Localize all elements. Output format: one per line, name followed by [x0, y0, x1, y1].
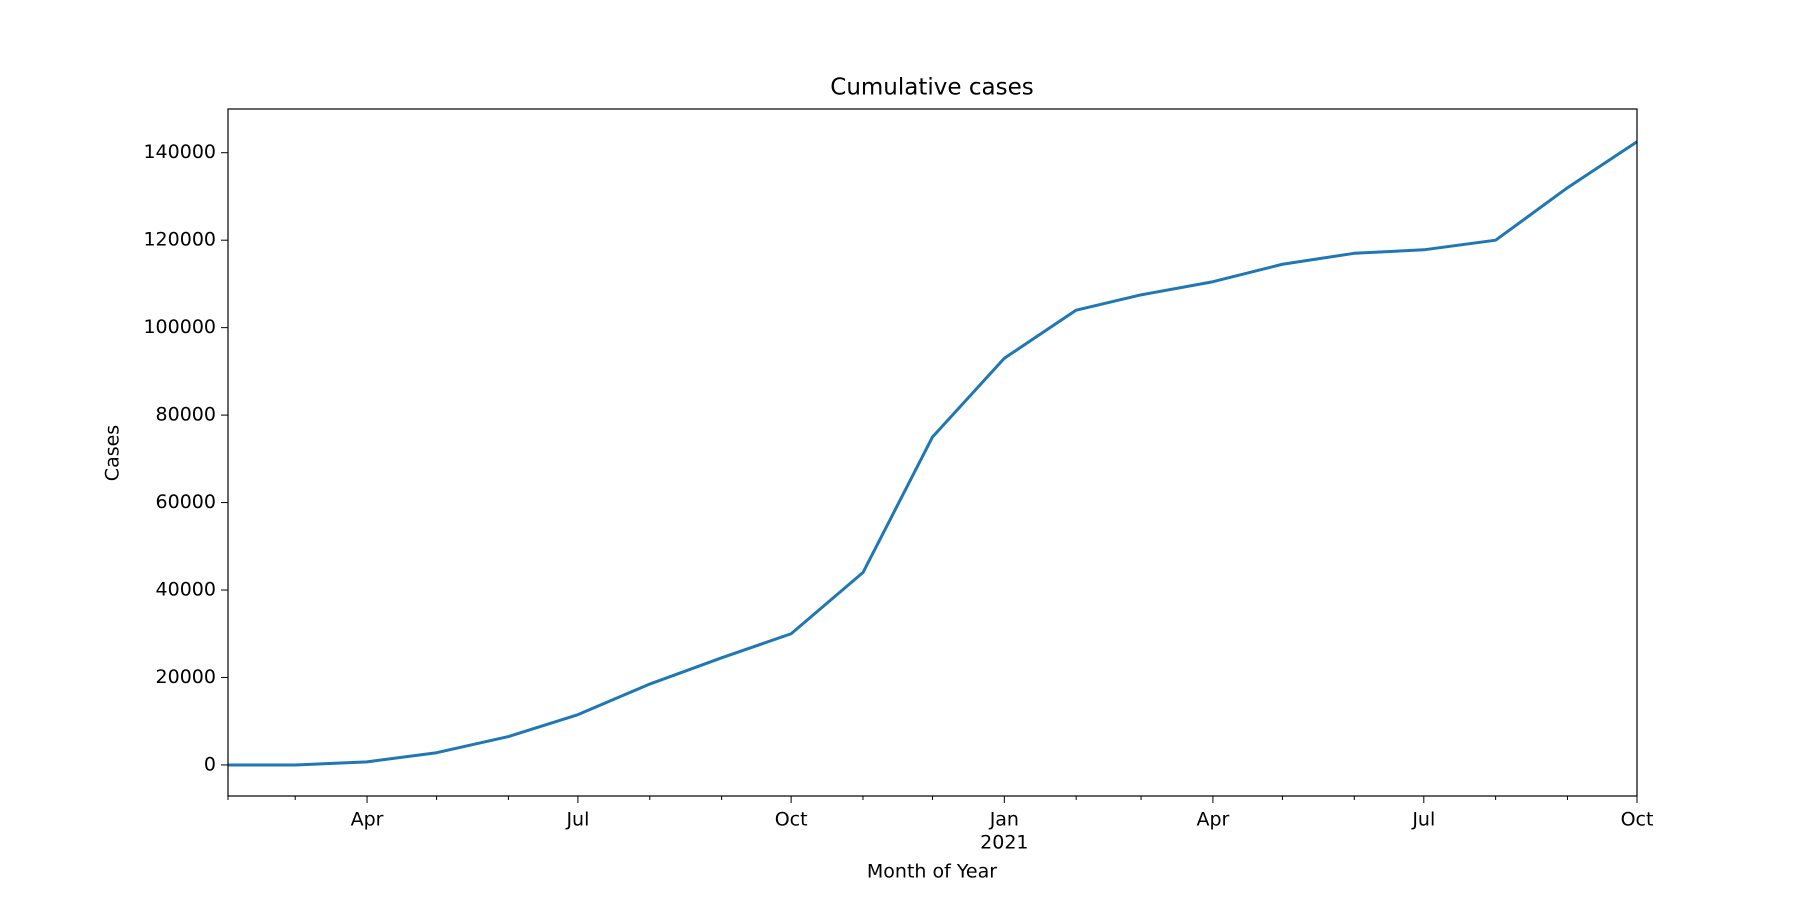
x-axis-label: Month of Year — [867, 861, 997, 883]
y-tick-label: 20000 — [156, 666, 216, 688]
chart-title: Cumulative cases — [830, 75, 1033, 101]
plot-frame — [227, 108, 1638, 797]
y-tick-label: 40000 — [156, 579, 216, 601]
data-line — [228, 140, 1638, 767]
x-tick-label: Jan — [989, 809, 1019, 831]
x-tick-label: Apr — [351, 809, 384, 831]
x-tick-label: Oct — [1621, 809, 1654, 831]
y-tick-label: 0 — [204, 753, 216, 775]
y-tick-label: 140000 — [143, 141, 216, 163]
y-axis-label: Cases — [102, 425, 124, 481]
y-tick-label: 80000 — [156, 404, 216, 426]
x-tick-label: Apr — [1196, 809, 1229, 831]
y-tick-label: 120000 — [143, 229, 216, 251]
x-tick-label: Jul — [565, 809, 589, 831]
y-tick-label: 60000 — [156, 491, 216, 513]
y-tick-label: 100000 — [143, 316, 216, 338]
x-tick-label: Jul — [1411, 809, 1435, 831]
x-year-label: 2021 — [980, 832, 1028, 854]
x-tick-label: Oct — [775, 809, 808, 831]
